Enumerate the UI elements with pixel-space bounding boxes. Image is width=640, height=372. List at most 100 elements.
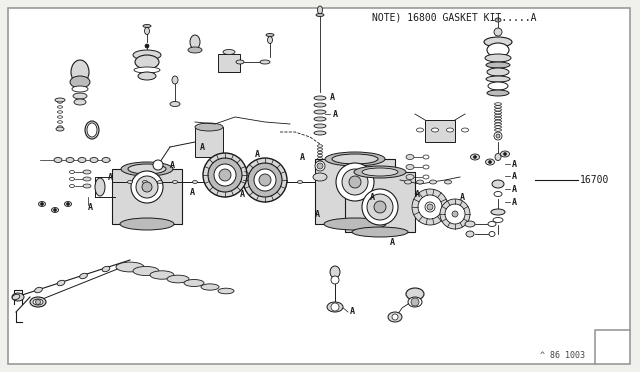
Circle shape (411, 298, 419, 306)
Ellipse shape (336, 163, 374, 201)
Ellipse shape (120, 218, 174, 230)
Circle shape (331, 303, 339, 311)
Text: A: A (415, 189, 420, 199)
Ellipse shape (135, 55, 159, 69)
Ellipse shape (491, 209, 505, 215)
Ellipse shape (83, 170, 91, 174)
Ellipse shape (486, 62, 510, 68)
Ellipse shape (102, 157, 110, 163)
Text: A: A (390, 237, 395, 247)
Ellipse shape (127, 180, 132, 183)
Ellipse shape (316, 13, 324, 16)
Ellipse shape (423, 155, 429, 159)
Ellipse shape (248, 163, 282, 197)
Ellipse shape (253, 180, 257, 183)
Circle shape (317, 163, 323, 169)
Ellipse shape (406, 288, 424, 300)
Ellipse shape (388, 312, 402, 322)
Ellipse shape (190, 35, 200, 49)
Circle shape (374, 201, 386, 213)
Circle shape (494, 28, 502, 36)
Text: A: A (240, 189, 245, 199)
Ellipse shape (70, 185, 74, 187)
Ellipse shape (54, 157, 62, 163)
Ellipse shape (237, 180, 243, 183)
Text: A: A (350, 308, 355, 317)
Ellipse shape (315, 161, 325, 171)
Ellipse shape (85, 121, 99, 139)
Ellipse shape (65, 202, 72, 206)
Circle shape (35, 299, 40, 305)
Ellipse shape (173, 180, 177, 183)
Text: A: A (512, 185, 517, 193)
Circle shape (504, 153, 506, 155)
Ellipse shape (223, 49, 235, 55)
Ellipse shape (423, 175, 429, 179)
Text: A: A (170, 160, 175, 170)
Ellipse shape (282, 180, 287, 183)
Ellipse shape (73, 93, 87, 99)
Ellipse shape (412, 189, 448, 225)
Ellipse shape (342, 169, 368, 195)
Ellipse shape (429, 180, 436, 184)
Ellipse shape (121, 162, 173, 176)
Text: A: A (88, 202, 93, 212)
Ellipse shape (79, 273, 87, 279)
Ellipse shape (362, 189, 398, 225)
Ellipse shape (223, 180, 227, 183)
Ellipse shape (445, 180, 451, 184)
Ellipse shape (470, 154, 479, 160)
Ellipse shape (188, 47, 202, 53)
Ellipse shape (484, 37, 512, 47)
Ellipse shape (38, 202, 45, 206)
Ellipse shape (218, 288, 234, 294)
Bar (195, 127, 223, 157)
Circle shape (474, 155, 477, 158)
Ellipse shape (87, 123, 97, 137)
Ellipse shape (327, 302, 343, 312)
Text: NOTE) 16800 GASKET KIT.....A: NOTE) 16800 GASKET KIT.....A (372, 12, 536, 22)
Ellipse shape (417, 180, 424, 184)
Ellipse shape (487, 90, 509, 96)
Ellipse shape (314, 103, 326, 107)
Ellipse shape (352, 227, 408, 237)
Circle shape (145, 44, 149, 48)
Ellipse shape (143, 180, 147, 183)
Ellipse shape (314, 124, 326, 128)
Ellipse shape (495, 18, 501, 22)
Ellipse shape (445, 204, 465, 224)
Bar (345, 172, 415, 232)
Ellipse shape (298, 180, 303, 183)
Ellipse shape (33, 299, 43, 305)
Ellipse shape (465, 221, 475, 227)
Ellipse shape (367, 194, 393, 220)
Ellipse shape (74, 99, 86, 105)
Circle shape (67, 202, 70, 205)
Ellipse shape (134, 67, 160, 73)
Circle shape (488, 160, 492, 164)
Ellipse shape (90, 157, 98, 163)
Ellipse shape (133, 50, 161, 60)
Text: A: A (108, 173, 113, 182)
Ellipse shape (102, 266, 110, 272)
Bar (218, 54, 240, 72)
Text: A: A (512, 171, 517, 180)
Ellipse shape (418, 195, 442, 219)
Ellipse shape (466, 231, 474, 237)
Ellipse shape (95, 178, 105, 196)
Text: A: A (200, 142, 205, 151)
Ellipse shape (493, 218, 503, 222)
Ellipse shape (56, 127, 64, 131)
Ellipse shape (71, 60, 89, 84)
Ellipse shape (30, 297, 46, 307)
Bar (315, 159, 395, 224)
Ellipse shape (12, 294, 20, 300)
Ellipse shape (500, 151, 509, 157)
Ellipse shape (324, 218, 386, 230)
Ellipse shape (354, 166, 406, 178)
Ellipse shape (494, 132, 502, 140)
Ellipse shape (143, 25, 151, 28)
Text: A: A (315, 209, 320, 218)
Ellipse shape (332, 154, 378, 164)
Text: A: A (512, 160, 517, 169)
